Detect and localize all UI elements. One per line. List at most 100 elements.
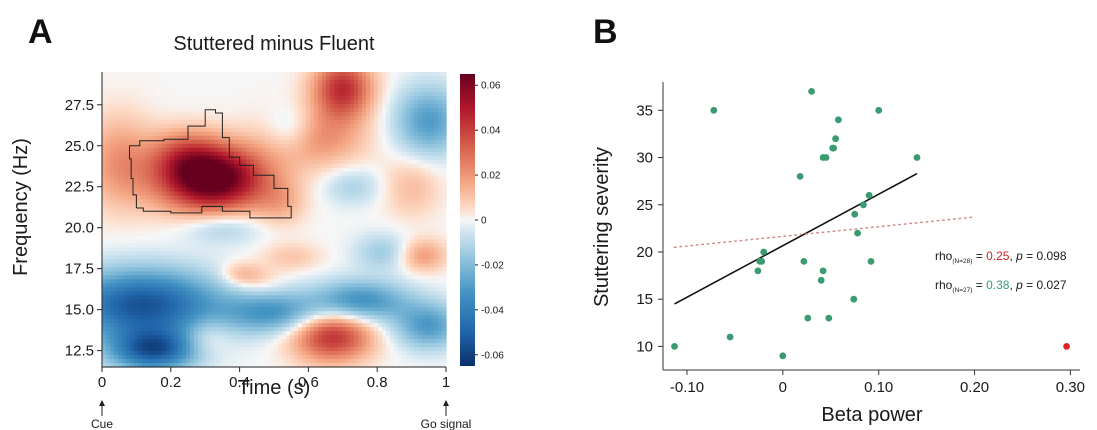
heatmap-cell bbox=[230, 359, 235, 364]
heatmap-cell bbox=[110, 111, 115, 117]
heatmap-cell bbox=[366, 103, 371, 109]
heatmap-cell bbox=[106, 351, 111, 356]
heatmap-cell bbox=[146, 339, 151, 344]
heatmap-cell bbox=[214, 283, 219, 288]
heatmap-cell bbox=[194, 211, 199, 217]
heatmap-cell bbox=[230, 323, 235, 328]
heatmap-cell bbox=[310, 259, 315, 264]
heatmap-cell bbox=[142, 295, 147, 300]
heatmap-cell bbox=[350, 347, 355, 352]
heatmap-cell bbox=[150, 207, 155, 213]
heatmap-cell bbox=[106, 287, 111, 292]
heatmap-cell bbox=[202, 163, 207, 169]
heatmap-cell bbox=[330, 291, 335, 296]
heatmap-cell bbox=[134, 243, 139, 249]
heatmap-cell bbox=[262, 183, 267, 189]
heatmap-cell bbox=[190, 355, 195, 360]
heatmap-cell bbox=[210, 299, 215, 304]
heatmap-cell bbox=[178, 115, 183, 121]
heatmap-cell bbox=[126, 99, 131, 105]
heatmap-cell bbox=[266, 91, 271, 97]
heatmap-cell bbox=[166, 303, 171, 308]
heatmap-cell bbox=[354, 351, 359, 356]
heatmap-cell bbox=[290, 167, 295, 173]
heatmap-cell bbox=[122, 231, 127, 237]
heatmap-cell bbox=[278, 211, 283, 217]
heatmap-cell bbox=[114, 295, 119, 300]
heatmap-cell bbox=[186, 319, 191, 324]
heatmap-cell bbox=[310, 183, 315, 189]
heatmap-cell bbox=[198, 291, 203, 296]
heatmap-cell bbox=[350, 223, 355, 229]
heatmap-cell bbox=[326, 279, 331, 284]
heatmap-cell bbox=[142, 119, 147, 125]
heatmap-cell bbox=[318, 75, 323, 81]
heatmap-cell bbox=[150, 327, 155, 332]
heatmap-cell bbox=[154, 199, 159, 205]
heatmap-cell bbox=[262, 331, 267, 336]
heatmap-cell bbox=[182, 191, 187, 197]
heatmap-cell bbox=[114, 339, 119, 344]
heatmap-cell bbox=[206, 171, 211, 177]
heatmap-cell bbox=[214, 231, 219, 237]
heatmap-cell bbox=[110, 331, 115, 336]
heatmap-cell bbox=[314, 223, 319, 229]
heatmap-cell bbox=[314, 203, 319, 209]
heatmap-cell bbox=[106, 311, 111, 316]
heatmap-cell bbox=[262, 219, 267, 225]
heatmap-cell bbox=[126, 139, 131, 145]
heatmap-cell bbox=[102, 291, 107, 296]
heatmap-cell bbox=[318, 175, 323, 181]
heatmap-cell bbox=[254, 107, 259, 113]
heatmap-cell bbox=[290, 287, 295, 292]
heatmap-cell bbox=[370, 103, 375, 109]
heatmap-cell bbox=[194, 307, 199, 312]
heatmap-cell bbox=[306, 95, 311, 101]
heatmap-cell bbox=[134, 259, 139, 264]
heatmap-cell bbox=[270, 139, 275, 145]
heatmap-cell bbox=[230, 183, 235, 189]
heatmap-cell bbox=[206, 123, 211, 129]
heatmap-cell bbox=[162, 355, 167, 360]
heatmap-cell bbox=[346, 159, 351, 165]
heatmap-cell bbox=[142, 115, 147, 121]
heatmap-cell bbox=[250, 287, 255, 292]
heatmap-cell bbox=[158, 283, 163, 288]
heatmap-cell bbox=[322, 87, 327, 93]
heatmap-cell bbox=[162, 295, 167, 300]
heatmap-cell bbox=[154, 187, 159, 193]
heatmap-cell bbox=[298, 143, 303, 149]
heatmap-cell bbox=[362, 175, 367, 181]
heatmap-cell bbox=[206, 347, 211, 352]
heatmap-cell bbox=[130, 191, 135, 197]
heatmap-cell bbox=[126, 319, 131, 324]
heatmap-cell bbox=[226, 243, 231, 249]
heatmap-cell bbox=[170, 263, 175, 268]
heatmap-cell bbox=[330, 191, 335, 197]
heatmap-cell bbox=[146, 299, 151, 304]
heatmap-cell bbox=[186, 179, 191, 185]
heatmap-cell bbox=[114, 72, 119, 77]
heatmap-cell bbox=[294, 359, 299, 364]
heatmap-cell bbox=[110, 183, 115, 189]
panel-a-letter: A bbox=[28, 13, 53, 51]
heatmap-cell bbox=[242, 223, 247, 229]
heatmap-cell bbox=[114, 323, 119, 328]
heatmap-cell bbox=[198, 335, 203, 340]
heatmap-cell bbox=[350, 195, 355, 201]
heatmap-cell bbox=[298, 151, 303, 157]
heatmap-cell bbox=[302, 251, 307, 256]
heatmap-cell bbox=[274, 183, 279, 189]
heatmap-cell bbox=[342, 319, 347, 324]
heatmap-cell bbox=[326, 123, 331, 129]
heatmap-cell bbox=[274, 331, 279, 336]
heatmap-cell bbox=[314, 123, 319, 129]
heatmap-cell bbox=[118, 83, 123, 89]
heatmap-cell bbox=[110, 299, 115, 304]
heatmap-cell bbox=[270, 355, 275, 360]
heatmap-cell bbox=[322, 163, 327, 169]
heatmap-cell bbox=[126, 107, 131, 113]
heatmap-cell bbox=[122, 91, 127, 97]
heatmap-cell bbox=[322, 119, 327, 125]
heatmap-cell bbox=[190, 163, 195, 169]
